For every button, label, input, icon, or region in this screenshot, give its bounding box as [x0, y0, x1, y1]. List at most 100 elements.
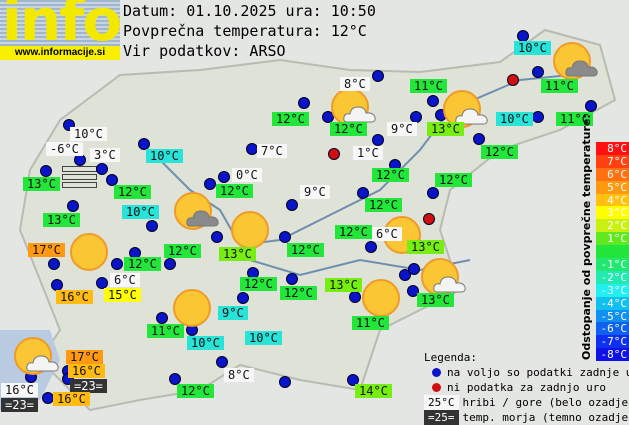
station-dot[interactable]	[427, 95, 439, 107]
station-temperature-label[interactable]: 8°C	[224, 368, 254, 382]
no-data-station-dot[interactable]	[507, 74, 519, 86]
station-temperature-label[interactable]: 17°C	[66, 350, 103, 364]
station-dot[interactable]	[365, 241, 377, 253]
station-temperature-label[interactable]: 11°C	[147, 324, 184, 338]
station-temperature-label[interactable]: -6°C	[46, 142, 83, 156]
station-temperature-label[interactable]: 3°C	[90, 148, 120, 162]
station-temperature-label[interactable]: 12°C	[164, 244, 201, 258]
scale-step: -4°C	[596, 297, 629, 310]
cloud-icon	[565, 58, 599, 78]
station-temperature-label[interactable]: 10°C	[122, 205, 159, 219]
station-temperature-label[interactable]: 11°C	[352, 316, 389, 330]
sea-temperature-label[interactable]: =23=	[1, 398, 38, 412]
legend-available: na voljo so podatki zadnje ure	[447, 365, 629, 380]
station-temperature-label[interactable]: 10°C	[70, 127, 107, 141]
station-dot[interactable]	[211, 231, 223, 243]
station-temperature-label[interactable]: 6°C	[110, 273, 140, 287]
station-dot[interactable]	[585, 100, 597, 112]
station-temperature-label[interactable]: 12°C	[372, 168, 409, 182]
station-dot[interactable]	[40, 165, 52, 177]
station-temperature-label[interactable]: 10°C	[187, 336, 224, 350]
station-temperature-label[interactable]: 12°C	[330, 122, 367, 136]
station-temperature-label[interactable]: 11°C	[410, 79, 447, 93]
station-temperature-label[interactable]: 12°C	[114, 185, 151, 199]
station-dot[interactable]	[204, 178, 216, 190]
fog-icon	[62, 166, 97, 190]
station-dot[interactable]	[279, 376, 291, 388]
station-dot[interactable]	[427, 187, 439, 199]
station-temperature-label[interactable]: 12°C	[240, 277, 277, 291]
station-dot[interactable]	[286, 199, 298, 211]
station-dot[interactable]	[111, 258, 123, 270]
station-dot[interactable]	[237, 292, 249, 304]
station-temperature-label[interactable]: 10°C	[146, 149, 183, 163]
station-temperature-label[interactable]: 7°C	[257, 144, 287, 158]
station-temperature-label[interactable]: 6°C	[372, 227, 402, 241]
station-dot[interactable]	[146, 220, 158, 232]
cloud-icon	[433, 274, 467, 294]
station-temperature-label[interactable]: 8°C	[340, 77, 370, 91]
station-temperature-label[interactable]: 12°C	[435, 173, 472, 187]
station-dot[interactable]	[216, 356, 228, 368]
station-dot[interactable]	[532, 66, 544, 78]
station-temperature-label[interactable]: 13°C	[407, 240, 444, 254]
date-line: Datum: 01.10.2025 ura: 10:50	[123, 2, 376, 20]
station-temperature-label[interactable]: 12°C	[481, 145, 518, 159]
station-temperature-label[interactable]: 0°C	[232, 168, 262, 182]
sun-icon	[173, 289, 211, 327]
station-dot[interactable]	[164, 258, 176, 270]
station-dot[interactable]	[96, 163, 108, 175]
station-temperature-label[interactable]: 9°C	[218, 306, 248, 320]
station-temperature-label[interactable]: 16°C	[56, 290, 93, 304]
station-temperature-label[interactable]: 16°C	[68, 364, 105, 378]
station-dot[interactable]	[408, 263, 420, 275]
station-dot[interactable]	[48, 258, 60, 270]
station-dot[interactable]	[372, 70, 384, 82]
station-temperature-label[interactable]: 11°C	[541, 79, 578, 93]
station-temperature-label[interactable]: 1°C	[353, 146, 383, 160]
station-dot[interactable]	[298, 97, 310, 109]
logo[interactable]: info www.informacije.si	[0, 0, 120, 60]
station-temperature-label[interactable]: 16°C	[1, 383, 38, 397]
no-data-station-dot[interactable]	[328, 148, 340, 160]
station-dot[interactable]	[279, 231, 291, 243]
station-temperature-label[interactable]: 10°C	[245, 331, 282, 345]
station-dot[interactable]	[473, 133, 485, 145]
station-temperature-label[interactable]: 13°C	[219, 247, 256, 261]
station-dot[interactable]	[532, 111, 544, 123]
station-temperature-label[interactable]: 13°C	[325, 278, 362, 292]
station-temperature-label[interactable]: 13°C	[23, 177, 60, 191]
station-temperature-label[interactable]: 10°C	[496, 112, 533, 126]
no-data-station-dot[interactable]	[423, 213, 435, 225]
station-dot[interactable]	[67, 200, 79, 212]
legend-mountain: hribi / gore (belo ozadje)	[463, 395, 629, 410]
station-dot[interactable]	[156, 312, 168, 324]
station-temperature-label[interactable]: 12°C	[287, 243, 324, 257]
scale-step: 7°C	[596, 155, 629, 168]
scale-step: 3°C	[596, 206, 629, 219]
station-temperature-label[interactable]: 12°C	[365, 198, 402, 212]
station-dot[interactable]	[372, 134, 384, 146]
station-temperature-label[interactable]: 14°C	[355, 384, 392, 398]
station-dot[interactable]	[286, 273, 298, 285]
sea-temperature-label[interactable]: =23=	[70, 379, 107, 393]
station-temperature-label[interactable]: 9°C	[300, 185, 330, 199]
station-temperature-label[interactable]: 9°C	[387, 122, 417, 136]
station-temperature-label[interactable]: 12°C	[124, 257, 161, 271]
station-temperature-label[interactable]: 12°C	[272, 112, 309, 126]
station-temperature-label[interactable]: 12°C	[177, 384, 214, 398]
station-dot[interactable]	[349, 291, 361, 303]
station-temperature-label[interactable]: 10°C	[514, 41, 551, 55]
logo-url: www.informacije.si	[0, 46, 120, 60]
station-temperature-label[interactable]: 13°C	[417, 293, 454, 307]
station-temperature-label[interactable]: 12°C	[216, 184, 253, 198]
station-temperature-label[interactable]: 12°C	[280, 286, 317, 300]
station-temperature-label[interactable]: 13°C	[43, 213, 80, 227]
station-dot[interactable]	[218, 171, 230, 183]
station-temperature-label[interactable]: 17°C	[28, 243, 65, 257]
station-temperature-label[interactable]: 15°C	[104, 288, 141, 302]
station-temperature-label[interactable]: 16°C	[53, 392, 90, 406]
station-temperature-label[interactable]: 13°C	[427, 122, 464, 136]
station-temperature-label[interactable]: 12°C	[335, 225, 372, 239]
